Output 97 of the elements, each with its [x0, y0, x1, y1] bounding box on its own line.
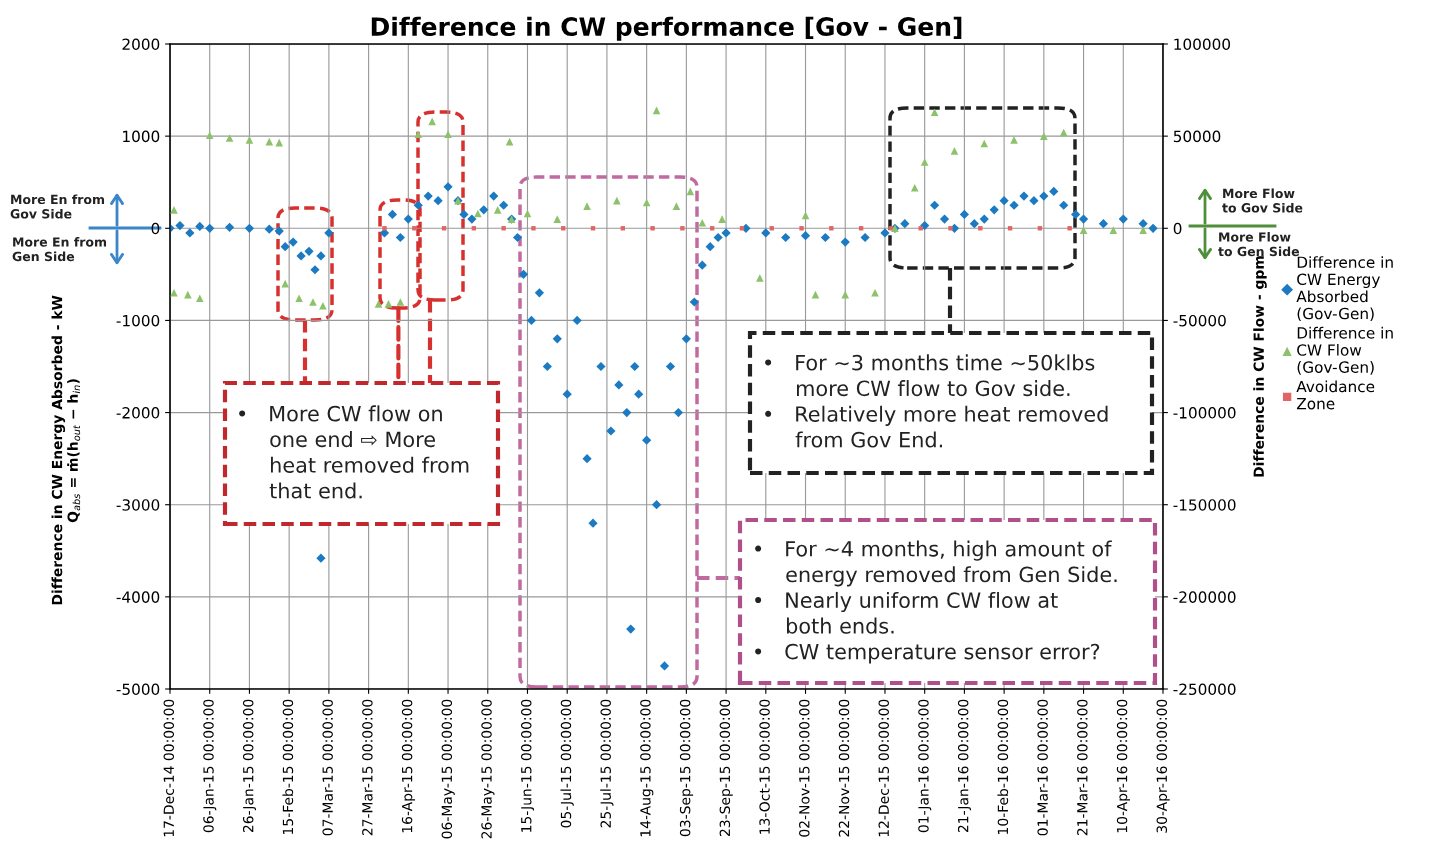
- point: [1010, 136, 1018, 144]
- y2-tick-label: 50000: [1173, 130, 1221, 143]
- x-tick-label: 15-Feb-15 00:00:00: [282, 699, 294, 834]
- point: [444, 130, 452, 139]
- x-tick-label: 30-Apr-16 00:00:00: [1156, 699, 1170, 833]
- point: [980, 139, 989, 148]
- x-tick-label: 21-Jan-16 00:00:00: [957, 699, 972, 833]
- y-tick-label: 0: [151, 222, 160, 235]
- text: More Flow to Gov Side: [1222, 188, 1303, 213]
- point: [384, 300, 393, 308]
- x-tick-label: 06-May-15 00:00:00: [441, 699, 455, 839]
- point: [265, 137, 274, 146]
- point: [1059, 128, 1068, 137]
- point: [295, 294, 303, 303]
- x-tick-label: 27-Mar-15 00:00:00: [362, 699, 373, 836]
- point: [195, 294, 204, 303]
- x-tick-label: 15-Jun-15 00:00:00: [521, 699, 535, 832]
- point: [871, 288, 879, 297]
- point: [930, 108, 939, 116]
- point: [718, 215, 726, 223]
- point: [553, 215, 562, 223]
- x-tick-label: 10-Apr-16 00:00:00: [1116, 699, 1130, 833]
- point: [205, 131, 214, 140]
- x-tick-label: 02-Nov-15 00:00:00: [799, 699, 810, 837]
- x-tick-label: 13-Oct-15 00:00:00: [759, 699, 770, 834]
- text: More Flow to Gen Side: [1218, 232, 1300, 257]
- y2-tick-label: -250000: [1173, 683, 1236, 696]
- text: More En from Gen Side: [12, 237, 107, 262]
- annotation: • For ~3 months time ~50klbs more CW flow to Gov side. • Relatively more heat removed from Gov End.: [765, 354, 1108, 448]
- annotation: • More CW flow on one end ⇨ More heat removed from that end.: [239, 405, 469, 499]
- point: [910, 183, 919, 192]
- legend-label: Difference in CW Flow (Gov-Gen): [1297, 326, 1393, 375]
- y-axis-title: Difference in CW Energy Absorbed - kW Q$_{abs}$ = ṁ(h$_{out}$ − h$_{in}$): [51, 295, 81, 605]
- y2-tick-label: 100000: [1174, 38, 1231, 51]
- chart-title: Difference in CW performance [Gov - Gen]: [371, 16, 962, 41]
- x-tick-label: 25-Jul-15 00:00:00: [600, 699, 614, 828]
- x-tick-label: 01-Jan-16 00:00:00: [918, 699, 932, 833]
- x-tick-label: 26-Jan-15 00:00:00: [242, 699, 257, 833]
- y-tick-label: -1000: [116, 314, 160, 327]
- x-tick-label: 06-Jan-15 00:00:00: [203, 699, 217, 833]
- point: [698, 218, 707, 227]
- point: [1139, 226, 1147, 234]
- x-tick-label: 12-Dec-15 00:00:00: [878, 699, 889, 837]
- point: [613, 196, 621, 205]
- point: [642, 198, 651, 207]
- x-tick-label: 10-Feb-16 00:00:00: [997, 699, 1009, 834]
- point: [414, 130, 423, 139]
- x-tick-label: 21-Mar-16 00:00:00: [1077, 699, 1088, 836]
- x-tick-label: 23-Sep-15 00:00:00: [719, 699, 733, 837]
- annotation: • For ~4 months, high amount of energy removed from Gen Side. • Nearly uniform CW flow at both ends. • CW temperature sensor error?: [755, 540, 1117, 664]
- point: [672, 202, 681, 210]
- point: [428, 117, 436, 126]
- legend-label: Avoidance Zone: [1296, 380, 1375, 410]
- point: [374, 300, 383, 308]
- y-tick-label: -3000: [116, 499, 160, 511]
- point: [1079, 226, 1088, 234]
- point: [583, 202, 591, 210]
- y-tick-label: -5000: [116, 683, 160, 696]
- x-tick-label: 05-Jul-15 00:00:00: [560, 699, 574, 828]
- point: [275, 138, 284, 147]
- point: [1040, 132, 1048, 140]
- x-tick-label: 01-Mar-16 00:00:00: [1037, 699, 1048, 836]
- x-tick-label: 16-Apr-15 00:00:00: [401, 699, 416, 833]
- point: [474, 209, 482, 218]
- x-tick-label: 26-May-15 00:00:00: [481, 699, 495, 839]
- x-tick-label: 22-Nov-15 00:00:00: [838, 699, 850, 837]
- y2-tick-label: -150000: [1173, 499, 1236, 511]
- point: [281, 279, 289, 288]
- point: [170, 288, 178, 297]
- point: [920, 158, 929, 166]
- x-tick-label: 07-Mar-15 00:00:00: [322, 699, 333, 836]
- point: [1109, 226, 1118, 234]
- y2-axis-title: Difference in CW Flow - gpm: [1253, 256, 1267, 477]
- point: [652, 106, 661, 115]
- point: [225, 134, 234, 142]
- x-tick-label: 14-Aug-15 00:00:00: [640, 699, 654, 837]
- point: [396, 298, 405, 306]
- y-tick-label: -4000: [116, 591, 160, 603]
- y2-tick-label: -200000: [1173, 591, 1236, 603]
- x-tick-label: 17-Dec-14 00:00:00: [163, 699, 175, 837]
- x-tick-label: 03-Sep-15 00:00:00: [679, 699, 694, 837]
- y-tick-label: -2000: [116, 407, 160, 419]
- y-tick-label: 2000: [122, 38, 160, 51]
- point: [245, 136, 254, 144]
- point: [686, 187, 695, 196]
- y2-tick-label: 0: [1173, 222, 1182, 235]
- legend-label: Difference in CW Energy Absorbed (Gov-Gen): [1296, 256, 1393, 322]
- y2-tick-label: -100000: [1173, 407, 1236, 419]
- point: [170, 206, 178, 214]
- point: [950, 147, 959, 155]
- y2-tick-label: -50000: [1173, 314, 1226, 327]
- point: [493, 206, 502, 214]
- text: More En from Gov Side: [10, 194, 105, 219]
- y-tick-label: 1000: [123, 130, 160, 143]
- point: [309, 298, 317, 306]
- point: [756, 274, 764, 282]
- point: [841, 290, 850, 299]
